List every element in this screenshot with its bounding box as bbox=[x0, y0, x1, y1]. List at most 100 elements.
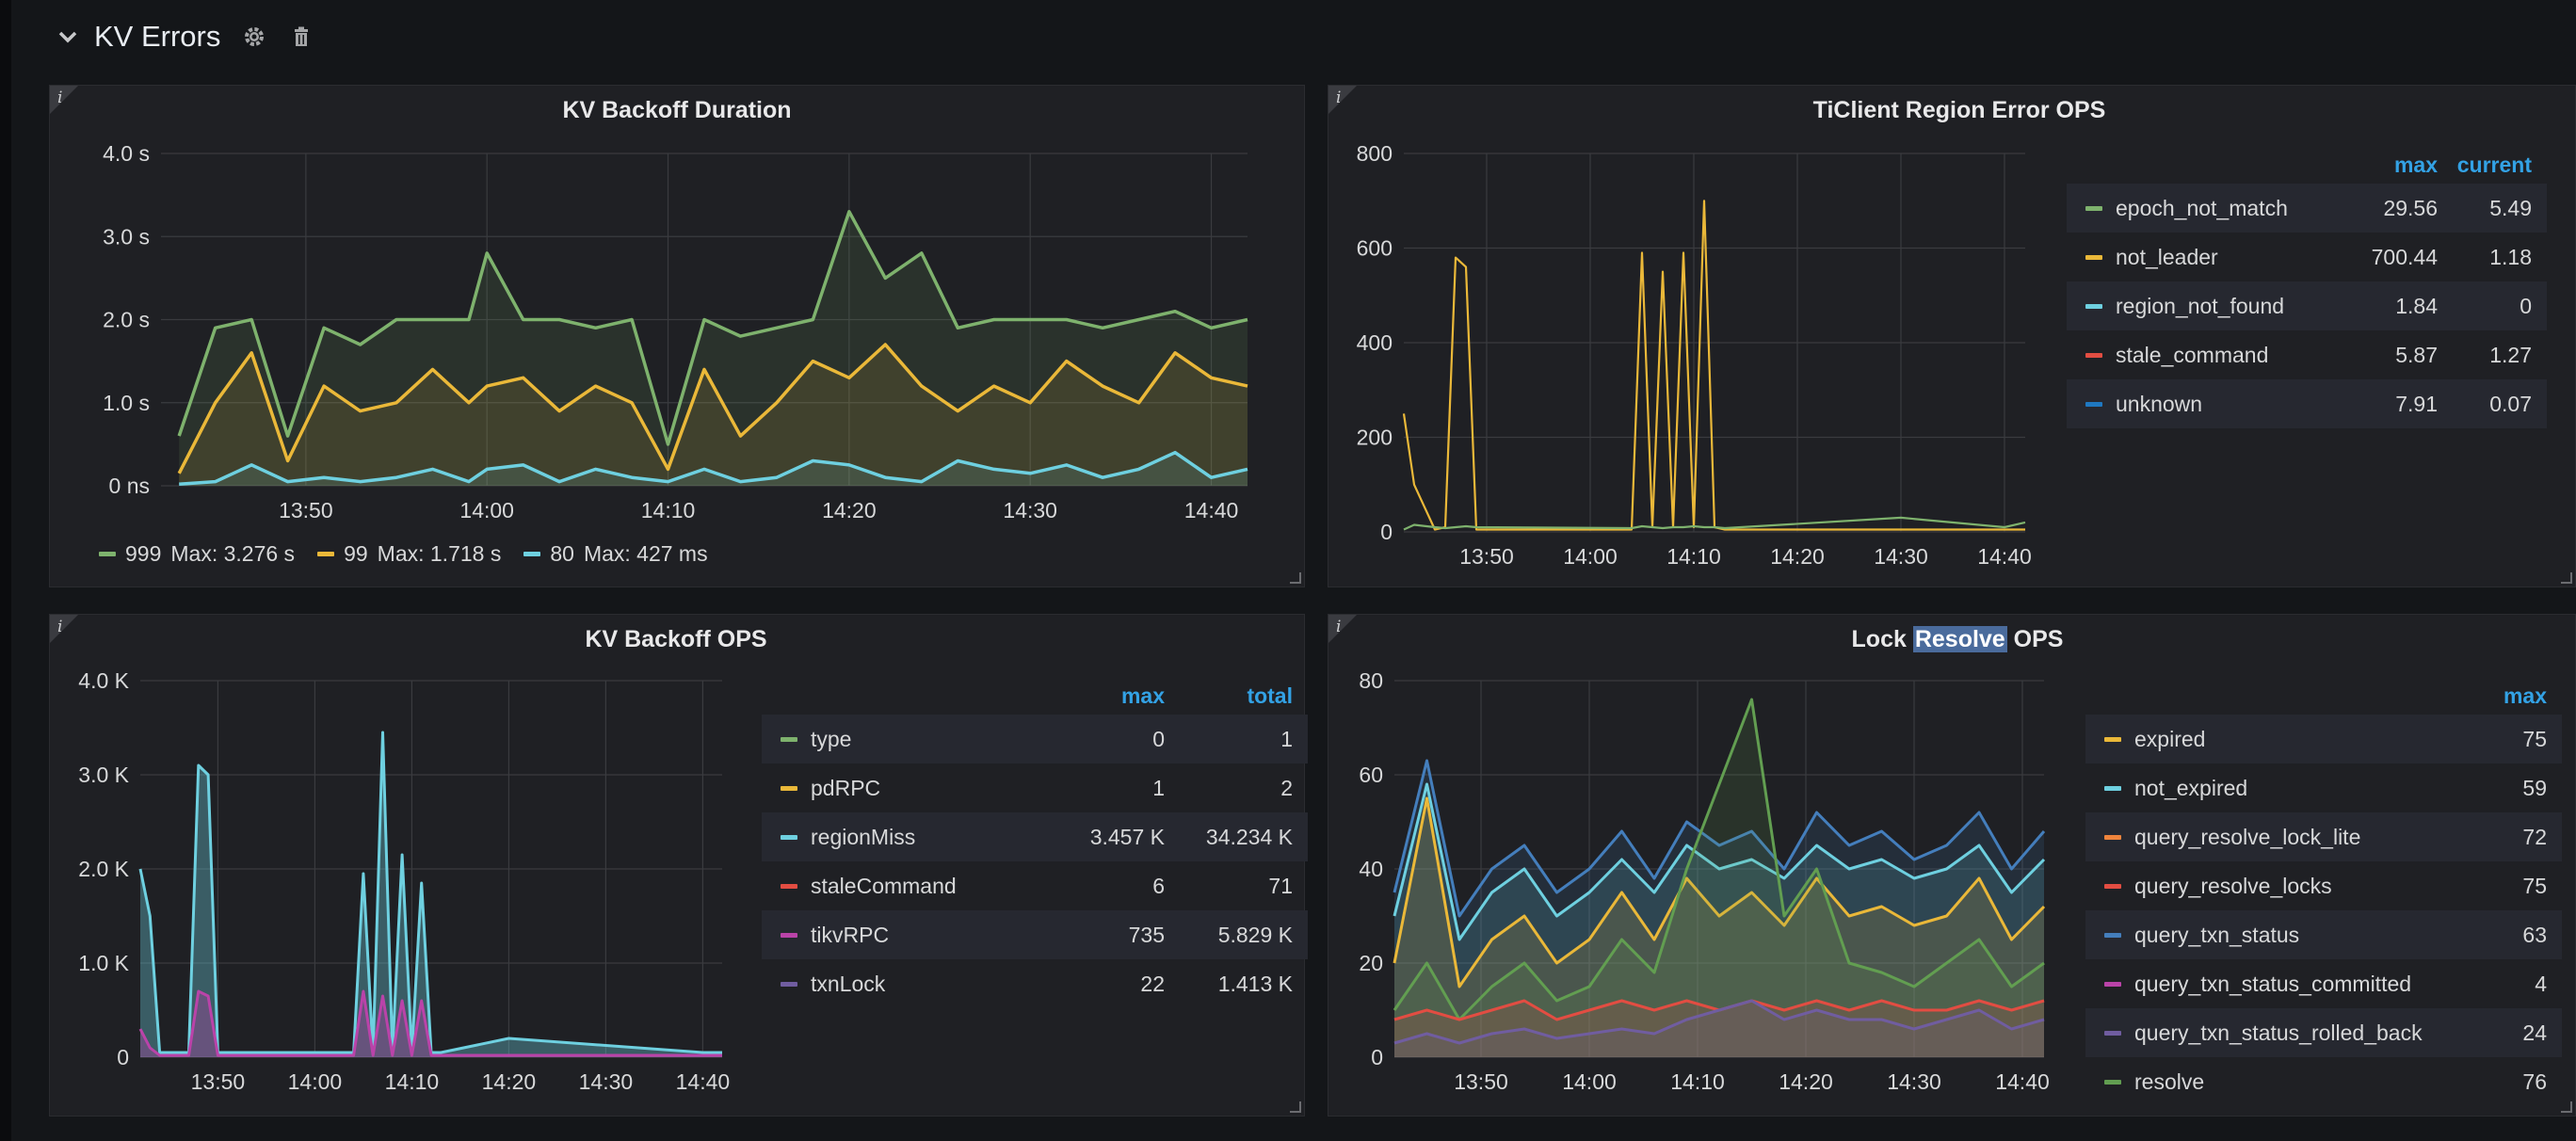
legend-row-pdrpc[interactable]: pdRPC 1 2 bbox=[762, 763, 1308, 812]
panel-resize-handle[interactable] bbox=[2561, 1101, 2572, 1113]
series-line-tikvRPC bbox=[138, 989, 722, 1057]
legend-row-epoch-not-match[interactable]: epoch_not_match 29.56 5.49 bbox=[2067, 184, 2547, 233]
series-area-99 bbox=[179, 345, 1248, 486]
legend-row-current: 0.07 bbox=[2489, 391, 2532, 416]
legend-item-80[interactable]: 80 Max: 427 ms bbox=[523, 541, 708, 567]
legend-row-label: query_resolve_locks bbox=[2134, 873, 2332, 898]
x-tick-label: 14:20 bbox=[1779, 1069, 1833, 1094]
legend-row-stale-command[interactable]: stale_command 5.87 1.27 bbox=[2067, 330, 2547, 379]
panel-info-corner[interactable] bbox=[50, 86, 78, 114]
legend-swatch bbox=[2104, 834, 2121, 840]
panel-resize-handle[interactable] bbox=[2561, 572, 2572, 584]
panel-ticlient-region-error-ops: i TiClient Region Error OPS 800 600 400 200… bbox=[1328, 85, 2576, 587]
legend-header-max[interactable]: max bbox=[2393, 152, 2438, 177]
y-tick-label: 3.0 s bbox=[103, 224, 150, 249]
legend-header-max[interactable]: max bbox=[2503, 683, 2547, 708]
gear-icon[interactable] bbox=[241, 24, 267, 50]
legend-row-max: 7.91 bbox=[2395, 391, 2438, 416]
series-line-query_txn_status_rolled_back bbox=[1393, 999, 2045, 1045]
series-line-resolve bbox=[1393, 698, 2045, 1021]
legend-swatch bbox=[781, 883, 797, 889]
legend-row-expired[interactable]: expired 75 bbox=[2085, 715, 2562, 763]
legend-row-resolve[interactable]: resolve 76 bbox=[2085, 1057, 2562, 1106]
legend-row-stalecommand[interactable]: staleCommand 6 71 bbox=[762, 861, 1308, 910]
legend-item-99[interactable]: 99 Max: 1.718 s bbox=[317, 541, 501, 567]
panel-title[interactable]: TiClient Region Error OPS bbox=[1812, 97, 2106, 123]
legend-row-txnlock[interactable]: txnLock 22 1.413 K bbox=[762, 959, 1308, 1008]
legend-row-max: 29.56 bbox=[2383, 195, 2438, 220]
legend-item-999[interactable]: 999 Max: 3.276 s bbox=[99, 541, 295, 567]
panel-info-corner[interactable] bbox=[50, 615, 78, 643]
legend-row-regionmiss[interactable]: regionMiss 3.457 K 34.234 K bbox=[762, 812, 1308, 861]
legend-swatch bbox=[2085, 205, 2102, 211]
info-icon[interactable]: i bbox=[57, 618, 63, 636]
legend-row-max: 5.87 bbox=[2395, 342, 2438, 367]
legend-row-query-txn-status[interactable]: query_txn_status 63 bbox=[2085, 910, 2562, 959]
legend-row-tikvrpc[interactable]: tikvRPC 735 5.829 K bbox=[762, 910, 1308, 959]
series-line-80 bbox=[179, 450, 1248, 486]
panel-resize-handle[interactable] bbox=[1290, 1101, 1301, 1113]
panel-title[interactable]: KV Backoff Duration bbox=[562, 97, 792, 123]
legend-row-label: unknown bbox=[2116, 391, 2203, 416]
legend-swatch bbox=[2104, 1030, 2121, 1036]
legend-row-total: 1.413 K bbox=[1217, 971, 1293, 996]
legend-row-label: region_not_found bbox=[2116, 293, 2285, 318]
legend-row-label: stale_command bbox=[2116, 342, 2269, 367]
legend-row-max: 75 bbox=[2522, 873, 2547, 898]
y-tick-label: 4.0 s bbox=[103, 141, 150, 166]
y-tick-label: 0 bbox=[117, 1045, 129, 1069]
legend-row-label: expired bbox=[2134, 726, 2206, 751]
panel-info-corner[interactable] bbox=[1328, 615, 1357, 643]
chevron-down-icon[interactable] bbox=[55, 24, 81, 50]
legend-row-label: query_txn_status bbox=[2134, 922, 2300, 947]
legend-series-name: 999 bbox=[125, 541, 162, 566]
panel-resize-handle[interactable] bbox=[1290, 572, 1301, 584]
legend-header-total[interactable]: total bbox=[1247, 683, 1293, 708]
panel-title[interactable]: Lock Resolve OPS bbox=[1328, 626, 2576, 653]
y-tick-label: 0 bbox=[1380, 520, 1393, 544]
legend-series-stat: Max: 3.276 s bbox=[170, 541, 296, 566]
row-title[interactable]: KV Errors bbox=[94, 20, 221, 53]
panel-title[interactable]: KV Backoff OPS bbox=[585, 626, 767, 652]
legend-row-not-expired[interactable]: not_expired 59 bbox=[2085, 763, 2562, 812]
panel-title-part: Lock bbox=[1851, 626, 1913, 652]
legend-row-query-txn-status-committed[interactable]: query_txn_status_committed 4 bbox=[2085, 959, 2562, 1008]
legend-swatch bbox=[2104, 785, 2121, 791]
x-tick-label: 14:10 bbox=[385, 1069, 440, 1094]
legend-swatch bbox=[99, 552, 116, 556]
y-tick-label: 0 ns bbox=[109, 474, 150, 498]
panel-info-corner[interactable] bbox=[1328, 86, 1357, 114]
info-icon[interactable]: i bbox=[1336, 618, 1342, 636]
series-area-query_txn_status bbox=[1394, 761, 2044, 1057]
legend-row-query-resolve-lock-lite[interactable]: query_resolve_lock_lite 72 bbox=[2085, 812, 2562, 861]
x-tick-label: 14:30 bbox=[1887, 1069, 1941, 1094]
legend-row-label: type bbox=[811, 726, 852, 751]
legend-row-query-txn-status-rolled-back[interactable]: query_txn_status_rolled_back 24 bbox=[2085, 1008, 2562, 1057]
legend-table-header: max total bbox=[762, 677, 1308, 715]
lock-resolve-legend-table: max expired 75 not_expired 59 query_reso… bbox=[2085, 677, 2562, 1106]
series-line-query_txn_status bbox=[1393, 759, 2046, 918]
legend-row-label: not_leader bbox=[2116, 244, 2218, 269]
legend-row-region-not-found[interactable]: region_not_found 1.84 0 bbox=[2067, 281, 2547, 330]
legend-row-label: epoch_not_match bbox=[2116, 195, 2288, 220]
legend-row-max: 76 bbox=[2522, 1069, 2547, 1094]
x-tick-label: 14:40 bbox=[1995, 1069, 2050, 1094]
legend-swatch bbox=[317, 552, 335, 556]
legend-row-label: txnLock bbox=[811, 971, 886, 996]
info-icon[interactable]: i bbox=[57, 88, 63, 107]
y-tick-label: 3.0 K bbox=[78, 763, 129, 787]
series-area-regionMiss bbox=[140, 732, 722, 1057]
legend-series-stat: Max: 1.718 s bbox=[377, 541, 502, 566]
info-icon[interactable]: i bbox=[1336, 88, 1342, 107]
legend-row-label: tikvRPC bbox=[811, 922, 890, 947]
legend-header-max[interactable]: max bbox=[1120, 683, 1165, 708]
y-tick-label: 400 bbox=[1357, 330, 1393, 355]
legend-header-current[interactable]: current bbox=[2456, 152, 2532, 177]
legend-row-total: 1 bbox=[1280, 726, 1293, 751]
legend-row-query-resolve-locks[interactable]: query_resolve_locks 75 bbox=[2085, 861, 2562, 910]
legend-row-unknown[interactable]: unknown 7.91 0.07 bbox=[2067, 379, 2547, 428]
x-tick-label: 13:50 bbox=[1454, 1069, 1508, 1094]
legend-row-type[interactable]: type 0 1 bbox=[762, 715, 1308, 763]
trash-icon[interactable] bbox=[288, 24, 314, 50]
legend-row-not-leader[interactable]: not_leader 700.44 1.18 bbox=[2067, 233, 2547, 281]
